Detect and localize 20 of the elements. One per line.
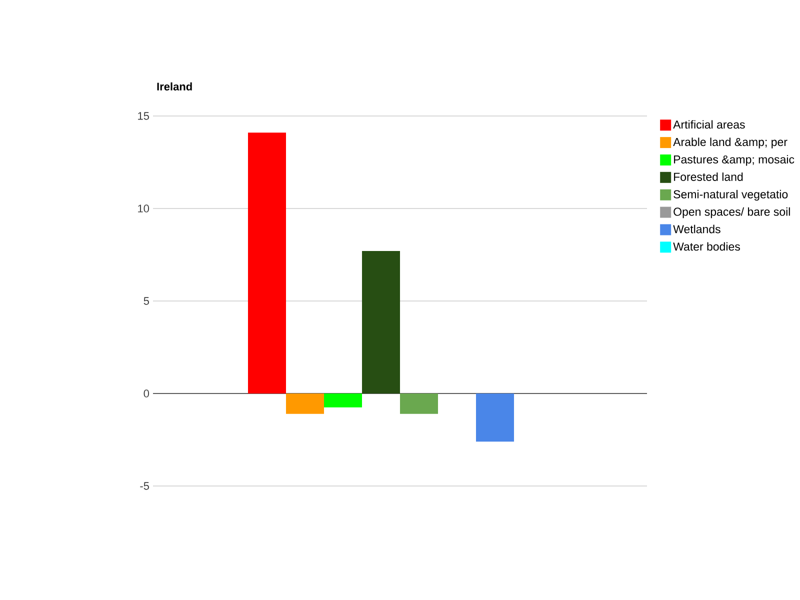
legend-label: Wetlands	[673, 224, 720, 234]
y-tick-label: 0	[144, 390, 150, 398]
legend-label: Water bodies	[673, 242, 740, 251]
legend-label: Arable land &amp; per	[673, 138, 788, 148]
legend-label: Semi-natural vegetatio	[674, 190, 788, 201]
bar	[324, 394, 362, 408]
y-tick-label: -5	[140, 482, 149, 490]
legend-label: Open spaces/ bare soil	[674, 207, 790, 218]
y-tick-label: 10	[138, 204, 150, 212]
y-tick-label: 5	[144, 297, 149, 305]
bar	[476, 394, 514, 442]
legend-label: Artificial areas	[673, 120, 745, 129]
legend-label: Forested land	[674, 172, 743, 181]
bar	[362, 251, 400, 394]
chart-title: Ireland	[157, 82, 192, 90]
bar	[400, 394, 438, 414]
bar	[248, 132, 286, 394]
y-tick-label: 15	[138, 112, 149, 120]
legend-label: Pastures &amp; mosaic	[674, 155, 794, 166]
bar	[286, 394, 324, 414]
